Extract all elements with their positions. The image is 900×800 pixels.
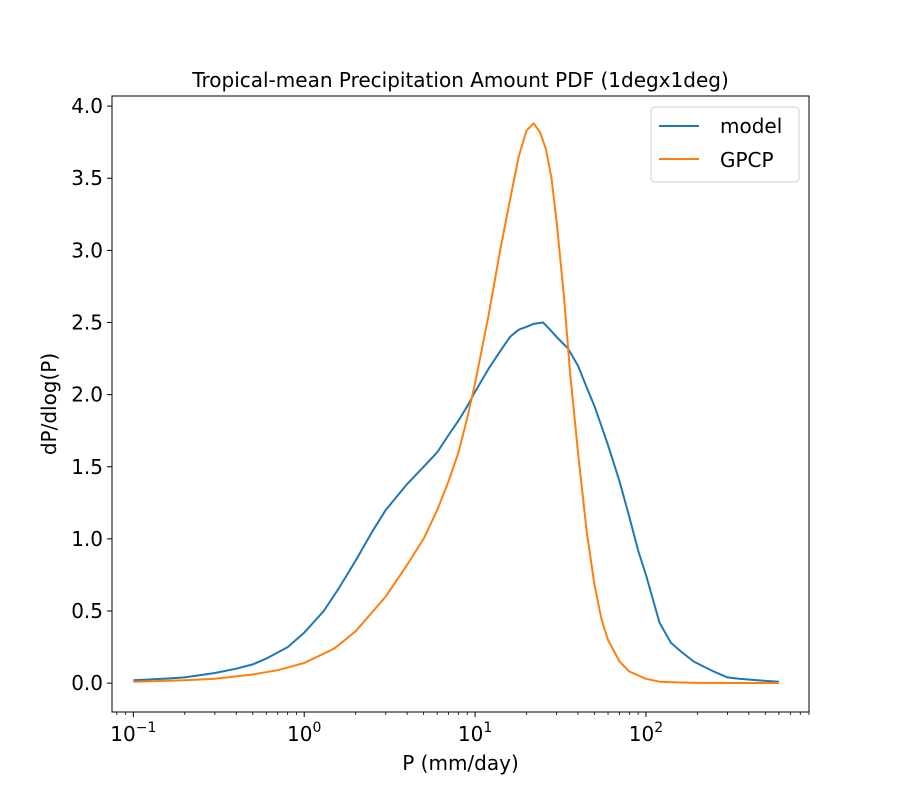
x-axis: 10−1 100 101 102: [110, 712, 810, 746]
x-axis-label: P (mm/day): [402, 751, 519, 775]
y-tick-label: 2.5: [71, 310, 103, 334]
y-tick-label: 0.0: [71, 671, 103, 695]
y-tick-label: 3.0: [71, 238, 103, 262]
series-line-model: [133, 321, 779, 683]
axes-frame: [111, 95, 810, 713]
x-tick-label-exponent: 0: [312, 720, 321, 736]
legend: model GPCP: [650, 106, 800, 183]
y-tick-label: 0.5: [71, 599, 103, 623]
series-line-gpcp: [133, 122, 779, 684]
legend-label-gpcp: GPCP: [720, 148, 774, 172]
x-tick-label: 101: [458, 720, 492, 746]
chart-title: Tropical-mean Precipitation Amount PDF (…: [191, 68, 729, 92]
y-tick-label: 2.0: [71, 383, 103, 407]
plot-area: [133, 122, 779, 684]
y-tick-label: 4.0: [71, 94, 103, 118]
y-axis-label: dP/dlog(P): [37, 353, 61, 455]
y-tick-label: 1.5: [71, 455, 103, 479]
x-tick-label-base: 10: [458, 722, 483, 746]
x-tick-label: 10−1: [110, 720, 156, 746]
x-tick-label-exponent: 1: [483, 720, 492, 736]
y-tick-label: 1.0: [71, 527, 103, 551]
x-tick-label-base: 10: [629, 722, 654, 746]
x-tick-label-exponent: 2: [654, 720, 663, 736]
legend-label-model: model: [720, 114, 782, 138]
x-tick-label: 102: [629, 720, 663, 746]
x-tick-label-base: 10: [110, 722, 135, 746]
y-tick-label: 3.5: [71, 166, 103, 190]
y-axis: 0.0 0.5 1.0 1.5 2.0 2.5 3.0 3.5 4.0: [71, 94, 112, 695]
x-tick-label-base: 10: [287, 722, 312, 746]
x-tick-label: 100: [287, 720, 321, 746]
x-tick-label-exponent: −1: [136, 720, 157, 736]
